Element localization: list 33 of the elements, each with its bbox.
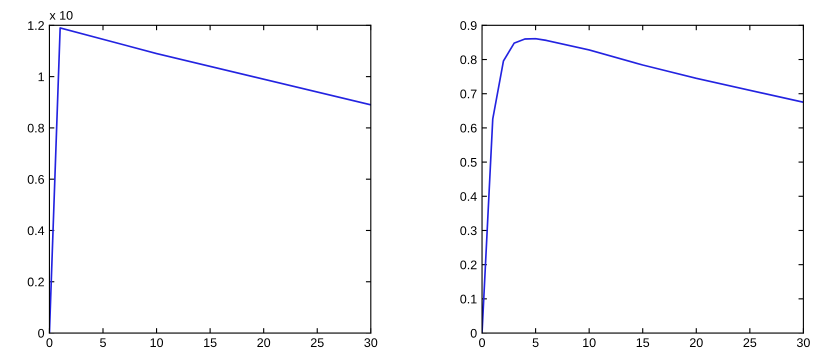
y-tick-label: 0 [470,328,477,338]
x-tick-label: 25 [744,338,756,348]
y-tick-label: 0.3 [460,226,477,236]
x-tick-label: 20 [690,338,703,348]
x-tick-label: 0 [479,338,486,348]
y-tick-label: 0.2 [28,278,44,286]
x-tick-label: 15 [204,338,217,348]
x-tick-label: 0 [46,338,52,348]
y-tick-label: 0.8 [460,55,477,64]
line-series [49,27,371,334]
y-tick-label: 1.2 [28,21,44,30]
y-tick-label: 0.2 [460,260,477,270]
y-tick-label: 0.4 [460,192,477,201]
y-tick-label: 0.4 [28,226,44,236]
x-tick-label: 15 [636,338,650,348]
y-tick-label: 1 [38,72,44,82]
y-tick-label: 0.9 [460,21,477,30]
y-tick-label: 0 [38,328,44,338]
x-tick-label: 30 [796,338,810,348]
x-tick-label: 25 [310,338,324,348]
x-tick-label: 10 [583,338,596,348]
x-tick-label: 5 [532,338,539,348]
y-tick-label: 0.7 [460,90,477,98]
x-tick-label: 30 [364,338,378,348]
x-tick-label: 10 [150,338,164,348]
x-tick-label: 20 [257,338,270,348]
text: x 10 [50,10,73,20]
y-tick-label: 0.1 [460,294,477,304]
x-tick-label: 5 [100,338,106,348]
y-tick-label: 0.6 [28,174,44,184]
y-tick-label: 0.8 [28,124,44,133]
y-tick-label: 0.5 [460,158,477,167]
y-tick-label: 0.6 [460,124,477,133]
